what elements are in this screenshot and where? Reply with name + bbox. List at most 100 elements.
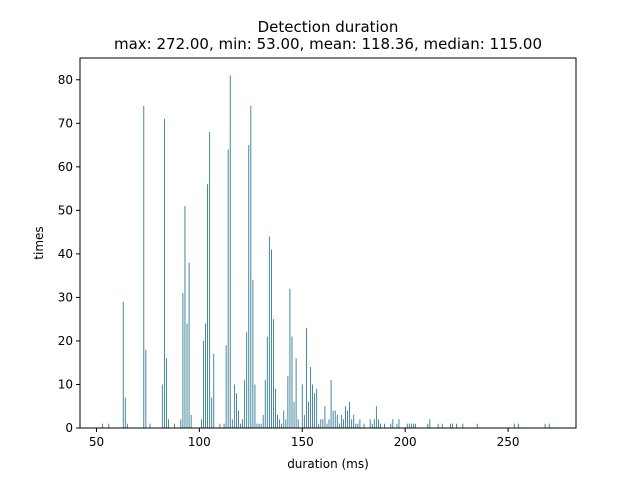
bar [303, 414, 305, 428]
bar [332, 410, 334, 428]
bar [384, 423, 386, 428]
bar [248, 145, 250, 428]
bar [398, 419, 400, 428]
bar [124, 397, 126, 428]
bar [277, 414, 278, 428]
bar [351, 419, 353, 428]
bar [161, 384, 163, 428]
chart-title: Detection duration [258, 18, 399, 36]
bar [343, 419, 344, 428]
bar [429, 419, 431, 428]
bar [326, 423, 328, 428]
bar [375, 406, 377, 428]
bar [279, 419, 281, 428]
bar [324, 406, 326, 428]
bar [355, 423, 357, 428]
bar [149, 423, 151, 428]
x-tick-label: 100 [188, 435, 211, 449]
bar [328, 419, 330, 428]
bar [297, 419, 299, 428]
bar [266, 336, 268, 428]
bar [227, 149, 229, 428]
bar-series [102, 75, 550, 428]
bar [312, 384, 313, 428]
bar [184, 206, 186, 428]
x-axis-ticks: 50 100 150 200 250 [89, 428, 520, 449]
y-axis-label: times [32, 226, 46, 259]
y-tick-label: 30 [58, 290, 73, 304]
x-tick-label: 250 [497, 435, 520, 449]
bar [180, 419, 182, 428]
bar [283, 410, 285, 428]
bar [369, 419, 371, 428]
bar [408, 423, 410, 428]
bar [256, 423, 258, 428]
bar [295, 358, 297, 428]
y-axis-ticks: 0 10 20 30 40 50 60 70 80 [58, 73, 80, 435]
bar [233, 384, 235, 428]
bar [203, 340, 204, 428]
bar [476, 423, 478, 428]
bar [320, 419, 322, 428]
bar [102, 423, 104, 428]
bar [347, 410, 348, 428]
bar [357, 423, 359, 428]
bar [240, 423, 241, 428]
bar [371, 423, 373, 428]
bar [174, 423, 176, 428]
bar [310, 367, 311, 428]
bar [231, 419, 233, 428]
bar [201, 419, 202, 428]
bar [168, 419, 169, 428]
y-tick-label: 80 [58, 73, 73, 87]
bar [238, 410, 239, 428]
bar [340, 414, 342, 428]
y-tick-label: 60 [58, 160, 73, 174]
bar [258, 423, 260, 428]
bar [380, 423, 381, 428]
bar [349, 401, 351, 428]
bar [186, 323, 188, 428]
bar [287, 375, 289, 428]
bar [262, 414, 264, 428]
bar [450, 423, 451, 428]
bar [188, 262, 190, 428]
y-tick-label: 70 [58, 116, 73, 130]
x-axis-label: duration (ms) [287, 457, 369, 471]
bar [378, 419, 379, 428]
bar [390, 423, 392, 428]
bar [330, 380, 332, 428]
bar [270, 249, 272, 428]
bar [373, 419, 375, 428]
bar [406, 423, 408, 428]
bar [190, 414, 192, 428]
bar [281, 423, 283, 428]
bar [126, 423, 128, 428]
bar [345, 406, 346, 428]
bar [517, 423, 519, 428]
bar [275, 388, 276, 428]
bar [166, 358, 167, 428]
bar [211, 397, 213, 428]
bar [225, 345, 227, 428]
bar [236, 393, 237, 428]
bar [260, 423, 262, 428]
bar [122, 301, 124, 428]
bar [415, 423, 416, 428]
bar [513, 423, 515, 428]
bar [229, 75, 231, 428]
bar [250, 105, 252, 428]
bar [396, 423, 398, 428]
bar [252, 280, 254, 428]
bar [143, 105, 145, 428]
bar [246, 332, 248, 428]
x-tick-label: 150 [291, 435, 314, 449]
bar [322, 419, 324, 428]
y-tick-label: 20 [58, 334, 73, 348]
bar [316, 388, 318, 428]
bar [462, 423, 464, 428]
bar [318, 423, 320, 428]
plot-frame [79, 57, 577, 429]
bar [441, 423, 443, 428]
